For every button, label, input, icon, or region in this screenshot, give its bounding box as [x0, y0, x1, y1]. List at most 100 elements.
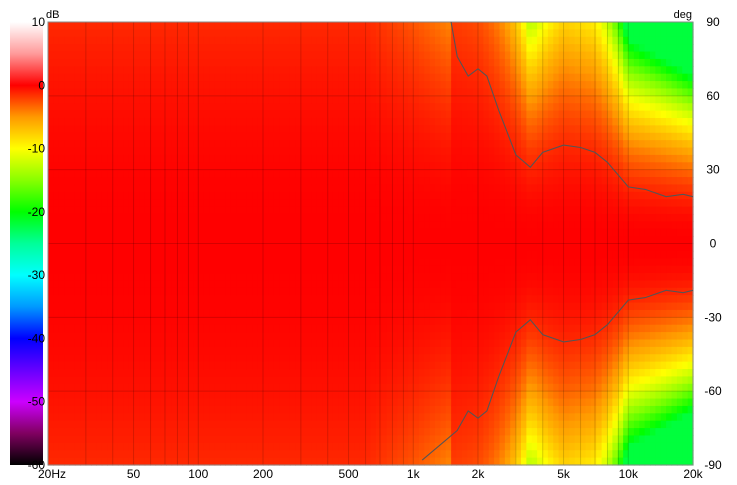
- heatmap-cell: [418, 250, 425, 259]
- heatmap-cell: [80, 36, 87, 45]
- heatmap-cell: [413, 213, 420, 222]
- heatmap-cell: [386, 213, 393, 222]
- heatmap-cell: [182, 110, 189, 119]
- heatmap-cell: [263, 280, 269, 289]
- heatmap-cell: [139, 413, 146, 422]
- heatmap-cell: [418, 280, 425, 289]
- heatmap-cell: [134, 339, 140, 348]
- heatmap-cell: [203, 162, 210, 171]
- heatmap-cell: [413, 391, 420, 400]
- heatmap-cell: [359, 273, 366, 282]
- heatmap-cell: [370, 398, 377, 407]
- heatmap-cell: [386, 191, 393, 200]
- heatmap-cell: [257, 73, 264, 82]
- heatmap-cell: [370, 243, 377, 252]
- heatmap-cell: [478, 295, 484, 304]
- heatmap-cell: [225, 413, 232, 422]
- heatmap-cell: [402, 162, 409, 171]
- heatmap-cell: [203, 58, 210, 67]
- heatmap-cell: [166, 369, 173, 377]
- heatmap-cell: [225, 383, 232, 392]
- heatmap-cell: [257, 117, 264, 126]
- heatmap-cell: [220, 383, 226, 392]
- heatmap-cell: [365, 199, 372, 208]
- heatmap-cell: [332, 22, 339, 30]
- heatmap-cell: [397, 140, 404, 149]
- heatmap-cell: [311, 428, 318, 437]
- heatmap-cell: [472, 243, 479, 252]
- heatmap-cell: [375, 154, 382, 163]
- heatmap-cell: [80, 354, 87, 363]
- heatmap-cell: [289, 44, 296, 53]
- heatmap-cell: [257, 44, 264, 53]
- heatmap-cell: [402, 36, 409, 45]
- heatmap-cell: [263, 383, 269, 392]
- heatmap-cell: [230, 398, 237, 407]
- heatmap-cell: [166, 206, 173, 215]
- heatmap-cell: [386, 184, 393, 193]
- heatmap-cell: [48, 206, 54, 215]
- heatmap-cell: [488, 154, 495, 163]
- heatmap-cell: [424, 117, 431, 126]
- heatmap-cell: [236, 450, 243, 459]
- heatmap-cell: [225, 243, 232, 252]
- heatmap-cell: [284, 354, 291, 363]
- heatmap-cell: [402, 317, 409, 326]
- heatmap-cell: [445, 73, 452, 82]
- heatmap-cell: [365, 88, 372, 97]
- heatmap-cell: [418, 58, 425, 67]
- heatmap-cell: [74, 66, 81, 75]
- heatmap-cell: [332, 405, 339, 414]
- heatmap-cell: [177, 110, 183, 119]
- heatmap-cell: [128, 361, 135, 370]
- heatmap-cell: [488, 398, 495, 407]
- heatmap-cell: [85, 36, 92, 45]
- heatmap-cell: [96, 236, 103, 245]
- heatmap-cell: [408, 162, 415, 171]
- heatmap-cell: [91, 58, 97, 67]
- heatmap-cell: [289, 332, 296, 341]
- heatmap-cell: [402, 213, 409, 222]
- heatmap-cell: [134, 287, 140, 296]
- heatmap-cell: [128, 243, 135, 252]
- heatmap-cell: [306, 191, 312, 200]
- heatmap-cell: [203, 213, 210, 222]
- heatmap-cell: [230, 287, 237, 296]
- heatmap-cell: [58, 117, 65, 126]
- heatmap-cell: [488, 221, 495, 230]
- heatmap-cell: [435, 405, 441, 414]
- heatmap-cell: [101, 103, 108, 112]
- heatmap-cell: [209, 354, 216, 363]
- heatmap-cell: [225, 361, 232, 370]
- heatmap-cell: [177, 324, 183, 333]
- heatmap-cell: [461, 258, 468, 267]
- heatmap-cell: [483, 376, 490, 385]
- heatmap-cell: [64, 369, 71, 377]
- heatmap-cell: [327, 81, 334, 90]
- heatmap-cell: [209, 280, 216, 289]
- heatmap-cell: [134, 258, 140, 267]
- heatmap-cell: [332, 339, 339, 348]
- heatmap-cell: [225, 317, 232, 326]
- heatmap-cell: [64, 383, 71, 392]
- heatmap-cell: [311, 103, 318, 112]
- heatmap-cell: [397, 420, 404, 429]
- heatmap-cell: [203, 44, 210, 53]
- heatmap-cell: [295, 309, 302, 318]
- heatmap-cell: [182, 405, 189, 414]
- heatmap-cell: [408, 457, 415, 466]
- heatmap-cell: [171, 457, 178, 466]
- heatmap-cell: [209, 162, 216, 171]
- heatmap-cell: [187, 125, 194, 134]
- heatmap-cell: [478, 236, 484, 245]
- heatmap-cell: [418, 184, 425, 193]
- heatmap-cell: [177, 354, 183, 363]
- heatmap-cell: [295, 346, 302, 355]
- heatmap-cell: [413, 309, 420, 318]
- heatmap-cell: [445, 332, 452, 341]
- heatmap-cell: [230, 140, 237, 149]
- heatmap-cell: [306, 177, 312, 186]
- heatmap-cell: [198, 206, 205, 215]
- heatmap-cell: [230, 369, 237, 377]
- heatmap-cell: [332, 258, 339, 267]
